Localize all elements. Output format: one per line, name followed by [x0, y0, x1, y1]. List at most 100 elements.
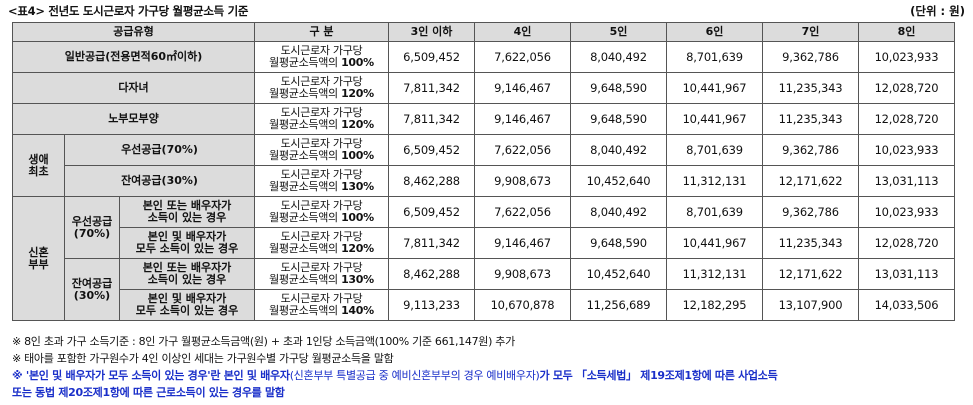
value-cell: 9,146,467 — [474, 227, 571, 259]
percent-value: 130% — [341, 180, 374, 193]
basis-cell: 도시근로자 가구당 월평균소득액의 120% — [254, 227, 389, 259]
basis-cell: 도시근로자 가구당 월평균소득액의 130% — [254, 258, 389, 290]
table-row: 잔여공급(30%) 도시근로자 가구당 월평균소득액의 130% 8,462,28… — [13, 165, 955, 197]
value-cell: 7,622,056 — [474, 41, 571, 73]
note-2: ※ 태아를 포함한 가구원수가 4인 이상인 세대는 가구원수별 가구당 월평균… — [12, 352, 394, 365]
value-cell: 10,023,933 — [858, 41, 955, 73]
value-cell: 9,648,590 — [570, 227, 667, 259]
value-cell: 12,171,622 — [762, 165, 859, 197]
percent-value: 100% — [341, 149, 374, 162]
value-cell: 7,622,056 — [474, 134, 571, 166]
basis-cell: 도시근로자 가구당 월평균소득액의 120% — [254, 103, 389, 135]
basis-cell: 도시근로자 가구당 월평균소득액의 100% — [254, 196, 389, 228]
type-cell: 본인 또는 배우자가 소득이 있는 경우 — [119, 258, 255, 290]
value-cell: 8,701,639 — [666, 41, 763, 73]
value-cell: 7,622,056 — [474, 196, 571, 228]
notes: ※ 8인 초과 가구 소득기준 : 8인 가구 월평균소득금액(원) + 초과 … — [12, 333, 967, 401]
value-cell: 12,182,295 — [666, 289, 763, 321]
value-cell: 13,031,113 — [858, 165, 955, 197]
note-3-line-1: ※ '본인 및 배우자가 모두 소득이 있는 경우'란 본인 및 배우자(신혼부… — [12, 367, 967, 384]
note-3-part-b: (신혼부부 특별공급 중 예비신혼부부의 경우 예비배우자) — [289, 369, 540, 382]
value-cell: 6,509,452 — [388, 196, 475, 228]
value-cell: 6,509,452 — [388, 134, 475, 166]
value-cell: 9,908,673 — [474, 165, 571, 197]
type-cell: 우선공급(70%) — [64, 134, 255, 166]
value-cell: 10,670,878 — [474, 289, 571, 321]
value-cell: 9,146,467 — [474, 103, 571, 135]
note-1: ※ 8인 초과 가구 소득기준 : 8인 가구 월평균소득금액(원) + 초과 … — [12, 335, 515, 348]
value-cell: 12,171,622 — [762, 258, 859, 290]
percent-value: 140% — [341, 304, 374, 317]
value-cell: 12,028,720 — [858, 103, 955, 135]
percent-value: 100% — [341, 211, 374, 224]
percent-value: 120% — [341, 118, 374, 131]
basis-cell: 도시근로자 가구당 월평균소득액의 140% — [254, 289, 389, 321]
percent-value: 130% — [341, 273, 374, 286]
group-first-time: 생애 최초 — [12, 134, 65, 197]
income-table: 공급유형 구 분 3인 이하 4인 5인 6인 7인 8인 일반공급(전용면적6… — [12, 22, 955, 321]
value-cell: 8,462,288 — [388, 165, 475, 197]
table-row: 신혼 부부 우선공급 (70%) 본인 또는 배우자가 소득이 있는 경우 도시근로자… — [12, 196, 955, 321]
header-5p: 5인 — [570, 22, 667, 42]
value-cell: 8,701,639 — [666, 196, 763, 228]
note-3-part-a: ※ '본인 및 배우자가 모두 소득이 있는 경우'란 본인 및 배우자 — [12, 369, 290, 382]
percent-value: 100% — [341, 56, 374, 69]
value-cell: 9,648,590 — [570, 72, 667, 104]
group-priority-70: 우선공급 (70%) — [64, 196, 120, 259]
header-8p: 8인 — [858, 22, 955, 42]
basis-cell: 도시근로자 가구당 월평균소득액의 100% — [254, 41, 389, 73]
value-cell: 8,040,492 — [570, 41, 667, 73]
table-title: <표4> 전년도 도시근로자 가구당 월평균소득 기준 — [8, 4, 249, 18]
value-cell: 9,146,467 — [474, 72, 571, 104]
value-cell: 14,033,506 — [858, 289, 955, 321]
value-cell: 8,040,492 — [570, 196, 667, 228]
value-cell: 11,312,131 — [666, 258, 763, 290]
value-cell: 7,811,342 — [388, 72, 475, 104]
table-row: 잔여공급 (30%) 본인 또는 배우자가 소득이 있는 경우 도시근로자 가구당 월… — [13, 258, 955, 321]
basis-cell: 도시근로자 가구당 월평균소득액의 130% — [254, 165, 389, 197]
type-cell: 본인 또는 배우자가 소득이 있는 경우 — [119, 196, 255, 228]
value-cell: 10,452,640 — [570, 165, 667, 197]
value-cell: 11,312,131 — [666, 165, 763, 197]
table-row: 일반공급(전용면적60㎡이하) 도시근로자 가구당 월평균소득액의 100% 6,… — [12, 41, 955, 73]
group-remaining-30: 잔여공급 (30%) — [64, 258, 120, 321]
type-cell: 본인 및 배우자가 모두 소득이 있는 경우 — [119, 227, 255, 259]
table-row: 본인 및 배우자가 모두 소득이 있는 경우 도시근로자 가구당 월평균소득액의 1… — [13, 227, 955, 259]
header-3p: 3인 이하 — [388, 22, 475, 42]
type-cell: 본인 및 배우자가 모두 소득이 있는 경우 — [119, 289, 255, 321]
percent-value: 120% — [341, 242, 374, 255]
value-cell: 12,028,720 — [858, 72, 955, 104]
header-4p: 4인 — [474, 22, 571, 42]
value-cell: 6,509,452 — [388, 41, 475, 73]
table-row: 본인 및 배우자가 모두 소득이 있는 경우 도시근로자 가구당 월평균소득액의 1… — [13, 289, 955, 321]
table-row: 생애 최초 우선공급(70%) 도시근로자 가구당 월평균소득액의 100% 6,5… — [12, 134, 955, 197]
type-cell: 일반공급(전용면적60㎡이하) — [12, 41, 255, 73]
value-cell: 9,908,673 — [474, 258, 571, 290]
note-3-part-d: 또는 동법 제20조제1항에 따른 근로소득이 있는 경우를 말함 — [12, 386, 285, 399]
value-cell: 9,362,786 — [762, 134, 859, 166]
type-cell: 다자녀 — [12, 72, 255, 104]
header-row: 공급유형 구 분 3인 이하 4인 5인 6인 7인 8인 — [12, 22, 955, 42]
value-cell: 10,023,933 — [858, 134, 955, 166]
value-cell: 10,441,967 — [666, 103, 763, 135]
note-3-line-2: 또는 동법 제20조제1항에 따른 근로소득이 있는 경우를 말함 — [12, 384, 967, 401]
value-cell: 9,113,233 — [388, 289, 475, 321]
value-cell: 11,235,343 — [762, 227, 859, 259]
header-6p: 6인 — [666, 22, 763, 42]
value-cell: 13,107,900 — [762, 289, 859, 321]
value-cell: 11,235,343 — [762, 103, 859, 135]
type-cell: 노부모부양 — [12, 103, 255, 135]
group-newlywed: 신혼 부부 — [12, 196, 65, 321]
header-basis: 구 분 — [254, 22, 389, 42]
value-cell: 11,235,343 — [762, 72, 859, 104]
header-7p: 7인 — [762, 22, 859, 42]
value-cell: 7,811,342 — [388, 103, 475, 135]
percent-value: 120% — [341, 87, 374, 100]
value-cell: 7,811,342 — [388, 227, 475, 259]
value-cell: 10,452,640 — [570, 258, 667, 290]
value-cell: 9,648,590 — [570, 103, 667, 135]
value-cell: 10,441,967 — [666, 72, 763, 104]
value-cell: 10,441,967 — [666, 227, 763, 259]
note-3-part-c: 가 모두 「소득세법」 제19조제1항에 따른 사업소득 — [539, 369, 778, 382]
